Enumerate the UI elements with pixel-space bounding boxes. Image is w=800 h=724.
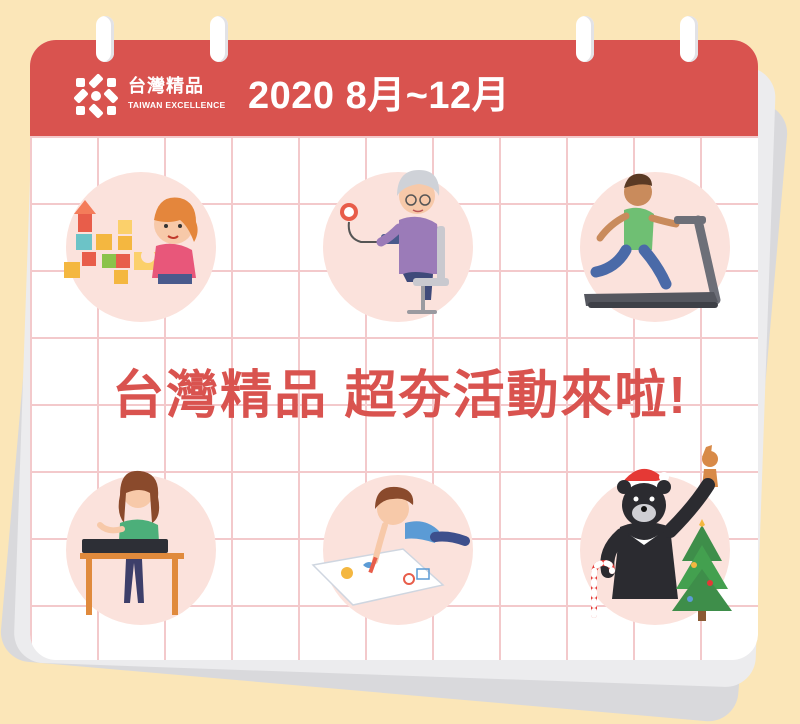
binder-ring-icon [680, 16, 698, 62]
brand-name-cn: 台灣精品 [128, 76, 204, 96]
grandma-blood-pressure-icon [323, 170, 473, 322]
binder-ring-icon [96, 16, 114, 62]
woman-drawing-tablet-icon [66, 470, 216, 625]
man-treadmill-icon [580, 172, 730, 322]
binder-ring-icon [576, 16, 594, 62]
taiwan-excellence-logo-icon [74, 74, 118, 118]
child-playing-blocks-icon [64, 172, 216, 322]
christmas-bear-icon [580, 445, 732, 625]
brand-name-en: TAIWAN EXCELLENCE [128, 100, 226, 110]
date-range-title: 2020 8月~12月 [248, 75, 511, 117]
binder-ring-icon [210, 16, 228, 62]
brand-text: 台灣精品 TAIWAN EXCELLENCE [128, 72, 226, 110]
boy-drawing-floor-icon [311, 475, 473, 625]
calendar-header-bar [30, 40, 758, 136]
campaign-headline: 台灣精品 超夯活動來啦! [112, 367, 688, 425]
